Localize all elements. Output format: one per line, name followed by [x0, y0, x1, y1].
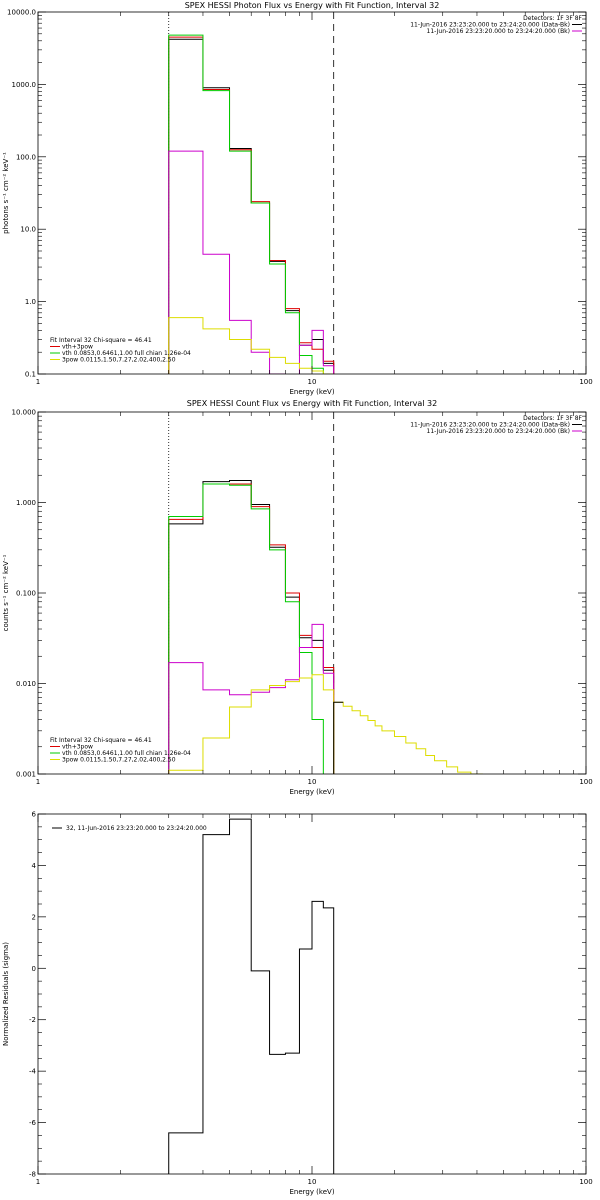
plot-panel-2: SPEX HESSI Count Flux vs Energy with Fit… — [2, 399, 593, 796]
series-4-step-line — [168, 674, 335, 774]
legend-top-right-entry: Detectors: 1F 3F 8F — [523, 415, 582, 422]
x-tick-label: 10 — [308, 378, 317, 386]
plot-frame — [37, 11, 587, 375]
x-tick-label: 1 — [36, 1178, 40, 1186]
x-tick-label: 10 — [308, 778, 317, 786]
series-0-step-line — [168, 480, 335, 774]
x-tick-label: 1 — [36, 378, 40, 386]
series-6-step-line — [333, 701, 344, 774]
y-tick-label: 100.0 — [16, 153, 36, 161]
x-tick-label: 10 — [308, 1178, 317, 1186]
data-layer — [168, 12, 335, 374]
plot-panel-1: SPEX HESSI Photon Flux vs Energy with Fi… — [2, 1, 593, 396]
series-0-step-line — [168, 818, 335, 1174]
x-tick-label: 100 — [579, 778, 592, 786]
y-tick-label: 0.001 — [16, 771, 36, 779]
series-0-step-line — [168, 38, 335, 374]
legend-bottom-left-entry: 3pow 0.0115,1.50,7.27,2.02,400,2.50 — [62, 357, 176, 364]
chart-title: SPEX HESSI Count Flux vs Energy with Fit… — [187, 399, 438, 408]
legend-top-right-entry: 11-Jun-2016 23:23:20.000 to 23:24:20.000… — [427, 428, 570, 435]
x-tick-label: 100 — [579, 378, 592, 386]
legend-top-right-entry: Detectors: 1F 3F 8F — [523, 15, 582, 22]
y-tick-label: 2 — [32, 913, 36, 921]
y-tick-label: 0.1 — [25, 371, 36, 379]
y-tick-label: 10.000 — [12, 409, 37, 417]
legend-bottom-left-entry: vth+3pow — [62, 744, 93, 751]
y-tick-label: 1000.0 — [12, 81, 37, 89]
legend-bottom-left-entry: vth 0.0853,0.6461,1.00 full chian 1.26e-… — [62, 350, 191, 357]
legend-bottom-left-entry: vth+3pow — [62, 344, 93, 351]
series-3-step-line — [168, 150, 335, 374]
y-tick-label: -8 — [29, 1171, 36, 1179]
series-2-step-line — [168, 483, 335, 774]
series-3-step-line — [168, 623, 335, 774]
series-5-step-line — [333, 701, 483, 774]
y-tick-label: 10.0 — [20, 226, 36, 234]
y-tick-label: 1.0 — [25, 298, 36, 306]
legend-bottom-left-entry: 3pow 0.0115,1.50,7.27,2.02,400,2.50 — [62, 757, 176, 764]
y-axis-label: counts s⁻¹ cm⁻² keV⁻¹ — [2, 554, 10, 631]
chart-title: SPEX HESSI Photon Flux vs Energy with Fi… — [185, 1, 440, 10]
series-1-step-line — [168, 36, 335, 374]
legend-top-left-entry: 32, 11-Jun-2016 23:23:20.000 to 23:24:20… — [66, 825, 207, 832]
y-tick-label: 1.000 — [16, 499, 36, 507]
y-tick-label: 0.010 — [16, 680, 36, 688]
x-axis-label: Energy (keV) — [289, 388, 334, 396]
legend-top-right-entry: 11-Jun-2016 23:23:20.000 to 23:24:20.000… — [410, 22, 570, 29]
data-layer — [168, 412, 483, 774]
y-tick-label: 0.100 — [16, 590, 36, 598]
legend-top-right-entry: 11-Jun-2016 23:23:20.000 to 23:24:20.000… — [427, 28, 570, 35]
legend-top-right-entry: 11-Jun-2016 23:23:20.000 to 23:24:20.000… — [410, 422, 570, 429]
y-tick-label: -6 — [29, 1119, 37, 1127]
x-tick-label: 100 — [579, 1178, 592, 1186]
legend-bottom-left-entry: Fit Interval 32 Chi-square = 46.41 — [50, 337, 152, 344]
y-tick-label: -2 — [29, 1016, 36, 1024]
plot-frame — [37, 813, 587, 1175]
y-tick-label: 4 — [32, 862, 37, 870]
plot-panel-3: 1 10 100 -8 -6 -4 -2 0 2 4 6 Energy (keV) Normalized… — [2, 811, 593, 1197]
plot-frame — [37, 411, 587, 775]
x-tick-label: 1 — [36, 778, 40, 786]
y-tick-label: 6 — [32, 811, 37, 819]
y-axis-label: Normalized Residuals (sigma) — [2, 942, 10, 1046]
legend-bottom-left-entry: vth 0.0853,0.6461,1.00 full chian 1.26e-… — [62, 750, 191, 757]
x-axis-label: Energy (keV) — [289, 1188, 334, 1196]
y-tick-label: 0 — [32, 965, 36, 973]
data-layer — [168, 818, 335, 1174]
y-axis-label: photons s⁻¹ cm⁻² keV⁻¹ — [2, 152, 10, 234]
y-tick-label: 10000.0 — [7, 9, 36, 17]
x-axis-label: Energy (keV) — [289, 788, 334, 796]
series-1-step-line — [168, 483, 335, 774]
y-tick-label: -4 — [29, 1068, 37, 1076]
legend-bottom-left-entry: Fit Interval 32 Chi-square = 46.41 — [50, 737, 152, 744]
